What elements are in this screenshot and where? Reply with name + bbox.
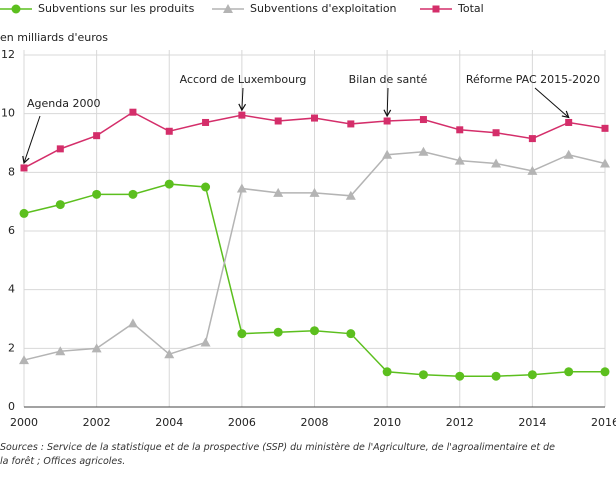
data-point — [128, 189, 138, 199]
data-point — [563, 149, 574, 159]
data-point — [273, 187, 284, 197]
data-point — [601, 124, 609, 132]
data-point — [93, 132, 101, 140]
annotation-arrow — [534, 87, 570, 118]
data-point — [311, 114, 318, 122]
legend-label: Total — [457, 2, 484, 15]
x-tick-label: 2010 — [373, 416, 401, 429]
annotation: Bilan de santé — [349, 73, 428, 86]
data-point — [528, 135, 536, 143]
data-point — [345, 190, 356, 200]
data-point — [164, 179, 174, 189]
data-point — [273, 327, 283, 337]
data-point — [237, 329, 247, 339]
data-point — [527, 165, 538, 175]
legend-label: Subventions sur les produits — [38, 2, 195, 15]
data-point — [236, 183, 247, 193]
y-tick-label: 6 — [8, 224, 15, 237]
data-point — [454, 155, 465, 165]
source-note: Sources : Service de la statistique et d… — [0, 442, 556, 467]
legend-marker — [11, 4, 21, 14]
y-tick-label: 2 — [8, 341, 15, 354]
arrow-head — [561, 110, 570, 119]
data-point — [19, 208, 29, 218]
data-point — [418, 370, 428, 380]
annotation-arrow — [23, 115, 41, 164]
arrow-head — [383, 109, 392, 118]
data-point — [456, 126, 464, 134]
x-tick-label: 2006 — [228, 416, 256, 429]
data-point — [455, 371, 465, 381]
data-point — [600, 367, 610, 377]
data-point — [564, 367, 574, 377]
data-point — [491, 371, 501, 381]
y-tick-label: 10 — [1, 107, 15, 120]
arrow-head — [238, 103, 247, 112]
y-tick-label: 4 — [8, 283, 15, 296]
data-point — [382, 149, 393, 159]
data-point — [55, 346, 66, 356]
legend-label: Subventions d'exploitation — [250, 2, 397, 15]
data-point — [92, 189, 102, 199]
data-point — [55, 200, 65, 210]
y-tick-label: 12 — [1, 48, 15, 61]
data-point — [418, 146, 429, 156]
data-point — [56, 145, 64, 153]
data-point — [527, 370, 537, 380]
legend-marker — [432, 5, 440, 13]
x-tick-label: 2002 — [83, 416, 111, 429]
data-point — [274, 117, 282, 125]
x-tick-label: 2008 — [301, 416, 329, 429]
data-point — [20, 164, 28, 172]
arrow-head — [22, 155, 30, 165]
data-point — [382, 367, 392, 377]
data-point — [600, 158, 610, 168]
data-point — [347, 120, 355, 128]
annotation-arrow — [241, 87, 244, 111]
data-point — [164, 349, 175, 359]
data-point — [419, 116, 427, 124]
data-point — [127, 318, 138, 328]
data-point — [19, 355, 29, 365]
x-tick-label: 2016 — [591, 416, 616, 429]
y-tick-label: 0 — [8, 400, 15, 413]
annotation-arrow — [386, 87, 389, 117]
data-point — [200, 337, 211, 347]
data-point — [310, 326, 319, 336]
annotation: Agenda 2000 — [27, 97, 100, 110]
x-tick-label: 2012 — [446, 416, 474, 429]
annotation: Réforme PAC 2015-2020 — [466, 73, 600, 86]
x-tick-label: 2014 — [518, 416, 546, 429]
data-point — [492, 129, 500, 137]
data-point — [202, 118, 210, 126]
data-point — [309, 187, 320, 197]
x-tick-label: 2004 — [155, 416, 183, 429]
legend-marker — [223, 4, 233, 13]
y-tick-label: 8 — [8, 165, 15, 178]
data-point — [238, 111, 246, 119]
data-point — [201, 182, 211, 192]
data-point — [346, 329, 356, 339]
data-point — [165, 127, 173, 135]
data-point — [491, 158, 502, 168]
x-tick-label: 2000 — [10, 416, 38, 429]
data-point — [383, 117, 391, 125]
annotation: Accord de Luxembourg — [180, 73, 307, 86]
chart: en milliards d'euros 0 2 4 6 8 10 12 2000 2002 20… — [0, 2, 616, 429]
data-point — [91, 343, 102, 353]
data-point — [129, 108, 137, 116]
data-point — [565, 118, 573, 126]
y-axis-label: en milliards d'euros — [0, 31, 108, 44]
